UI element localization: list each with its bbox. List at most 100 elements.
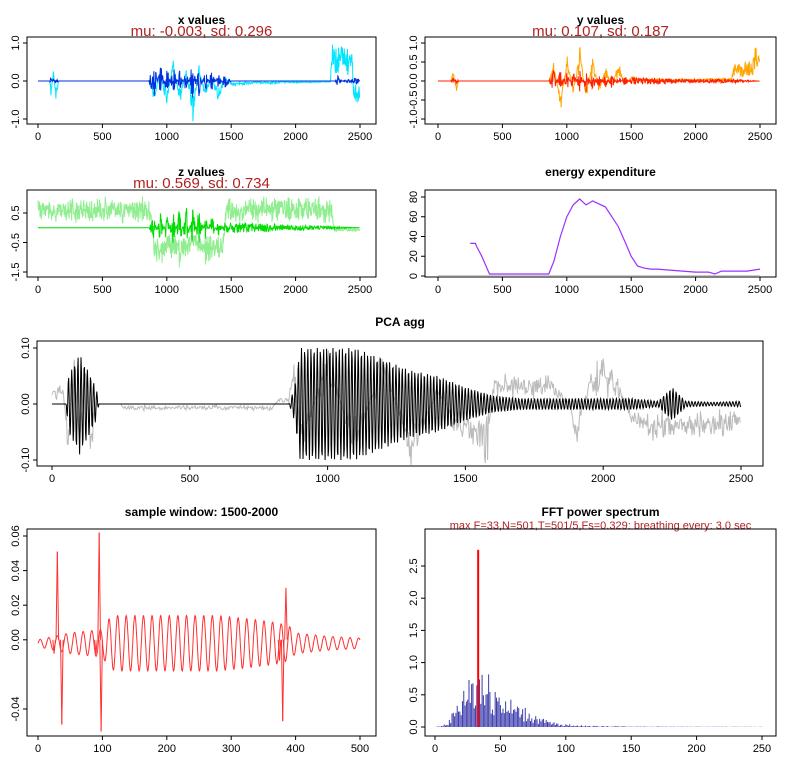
x-tick-label: 1000	[555, 284, 579, 296]
x-tick-label: 2500	[348, 284, 372, 296]
x-tick-label: 2500	[348, 131, 372, 143]
spike-down	[56, 551, 60, 640]
y-tick-label: 0.04	[10, 560, 22, 581]
x-tick-label: 0	[435, 284, 441, 296]
x-tick-label: 0	[49, 473, 55, 485]
x-axis: 0 50 100 150 200 250	[432, 735, 771, 755]
series-0	[435, 674, 763, 727]
y-axis: -1.0 0.0 1.0	[10, 35, 27, 128]
x-tick-label: 100	[557, 743, 575, 755]
series-line-1	[438, 69, 760, 92]
y-tick-label: 40	[408, 230, 420, 242]
y-tick-label: 0	[408, 273, 420, 279]
panel-title: sample window: 1500-2000	[125, 505, 279, 519]
x-tick-label: 150	[622, 743, 640, 755]
x-tick-label: 1000	[555, 131, 579, 143]
y-tick-label: 80	[408, 191, 420, 203]
series-line-0	[37, 196, 361, 268]
y-axis: 0.0 0.5 1.0 1.5 2.0 2.5	[408, 558, 425, 735]
series-line-0	[470, 198, 761, 275]
series-line-1	[52, 347, 742, 461]
x-tick-label: 1000	[155, 284, 179, 296]
panel-title: energy expenditure	[545, 165, 656, 179]
x-tick-label: 2000	[683, 131, 707, 143]
x-tick-label: 500	[181, 473, 199, 485]
panel-subtitle: mu: 0.107, sd: 0.187	[532, 23, 669, 40]
panel-title: FFT power spectrum	[541, 505, 659, 519]
x-tick-label: 400	[286, 743, 304, 755]
spike-down	[279, 639, 282, 661]
x-tick-label: 300	[222, 743, 240, 755]
y-tick-label: -1.0	[10, 110, 22, 129]
spike-down	[282, 639, 285, 722]
x-tick-label: 1500	[619, 131, 643, 143]
y-tick-label: 2.0	[408, 591, 420, 606]
plot-area	[38, 44, 361, 122]
y-tick-label: -0.5	[408, 91, 420, 110]
x-tick-label: 500	[93, 131, 111, 143]
spike-down	[95, 639, 98, 654]
plot-area	[438, 47, 761, 108]
x-tick-label: 2000	[683, 284, 707, 296]
plot-area	[438, 198, 761, 276]
x-tick-label: 50	[494, 743, 506, 755]
x-tick-label: 2500	[748, 284, 772, 296]
x-tick-label: 0	[432, 743, 438, 755]
panel-pca: PCA agg 0 500 1000 1500 2000 2500 -0.10 0.00 0.10	[20, 315, 764, 485]
series-line-1	[38, 67, 360, 98]
x-axis: 0 500 1000 1500 2000 2500	[35, 276, 372, 296]
spike-down	[285, 587, 288, 640]
plot-area	[37, 532, 361, 732]
x-tick-label: 1500	[453, 473, 477, 485]
x-tick-label: 500	[493, 284, 511, 296]
y-tick-label: 20	[408, 250, 420, 262]
x-axis: 0 500 1000 1500 2000 2500	[35, 123, 372, 143]
x-tick-label: 1000	[315, 473, 339, 485]
plot-frame	[26, 528, 377, 737]
y-tick-label: 2.5	[408, 558, 420, 573]
x-tick-label: 500	[493, 131, 511, 143]
y-tick-label: 1.0	[408, 655, 420, 670]
y-tick-label: 0.5	[408, 687, 420, 702]
y-tick-label: 1.5	[408, 623, 420, 638]
x-tick-label: 0	[35, 743, 41, 755]
series-line-0	[438, 47, 761, 108]
series-line-0	[37, 614, 361, 673]
x-axis: 0 500 1000 1500 2000 2500	[49, 465, 753, 485]
x-tick-label: 250	[753, 743, 771, 755]
y-tick-label: -0.04	[10, 696, 22, 721]
spike-down	[100, 639, 103, 732]
panel-title: y values	[577, 13, 625, 27]
x-axis: 0 500 1000 1500 2000 2500	[435, 276, 772, 296]
panel-title: PCA agg	[375, 315, 425, 329]
panel-energy: energy expenditure 0 500 1000 1500 2000 2500 0 2…	[408, 165, 777, 296]
y-tick-label: 0.00	[10, 629, 22, 650]
x-tick-label: 1000	[155, 131, 179, 143]
panel-subtitle: mu: -0.003, sd: 0.296	[131, 23, 273, 40]
y-tick-label: 0.06	[10, 525, 22, 546]
plot-frame	[424, 189, 777, 278]
x-tick-label: 200	[158, 743, 176, 755]
y-tick-label: 0.0	[10, 73, 22, 88]
x-axis: 0 500 1000 1500 2000 2500	[435, 123, 772, 143]
x-tick-label: 500	[351, 743, 369, 755]
plot-area	[37, 196, 361, 268]
y-tick-label: -1.5	[10, 263, 22, 282]
y-tick-label: 0.0	[408, 719, 420, 734]
y-tick-label: 0.10	[20, 337, 32, 358]
y-tick-label: 0.5	[408, 54, 420, 69]
y-tick-label: 0.0	[408, 73, 420, 88]
y-tick-label: 60	[408, 211, 420, 223]
x-tick-label: 2500	[729, 473, 753, 485]
x-tick-label: 2000	[283, 284, 307, 296]
x-tick-label: 1500	[219, 131, 243, 143]
x-tick-label: 0	[35, 284, 41, 296]
y-tick-label: 1.0	[408, 35, 420, 50]
panel-title: x values	[178, 13, 226, 27]
y-axis: -0.04 0.00 0.02 0.04 0.06	[10, 525, 27, 722]
x-tick-label: 2500	[748, 131, 772, 143]
y-axis: -0.10 0.00 0.10	[20, 337, 37, 473]
